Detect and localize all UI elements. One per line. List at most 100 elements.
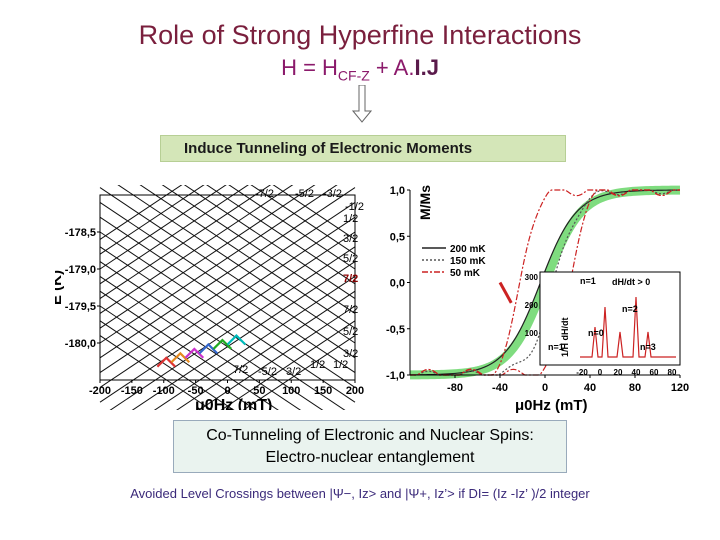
x-tick-label: -100 [153, 385, 175, 397]
right-level-label: 3/2 [343, 233, 358, 245]
level-line-down [139, 185, 356, 329]
inset-peak-label: n=3 [640, 342, 656, 352]
inset-y-tick: 300 [525, 273, 539, 282]
x-tick-label: 80 [629, 382, 641, 394]
inset-peak-label: n=1 [548, 342, 564, 352]
energy-level-lines [99, 185, 356, 410]
inset-x-tick: 20 [614, 368, 623, 377]
level-line-down [272, 185, 356, 240]
y-axis-label: E (K) [55, 270, 65, 305]
y-tick-label: -0,5 [386, 324, 405, 336]
bottom-level-label: 7/2 [233, 364, 248, 376]
banner-box [160, 135, 566, 162]
level-line-up [99, 185, 294, 314]
level-line-up [99, 185, 183, 240]
level-line-down [99, 201, 356, 374]
level-line-down [206, 185, 356, 285]
level-line-down [99, 187, 356, 359]
inset-x-tick: 80 [668, 368, 677, 377]
x-tick-label: 50 [253, 385, 265, 397]
level-line-down [99, 305, 257, 410]
level-line-down [99, 320, 235, 410]
inset-x-tick: 0 [598, 368, 603, 377]
level-line-down [228, 185, 356, 270]
inset-y-label: 1/H dH/dt [560, 317, 570, 357]
energy-axes [97, 194, 356, 383]
level-line-down [99, 231, 356, 403]
y-tick-label: 0,5 [390, 231, 405, 243]
formula-ij: I.J [414, 55, 439, 80]
anticrossing-mark [198, 342, 219, 355]
x-tick-label: 0 [542, 382, 548, 394]
x-tick-label: 120 [671, 382, 689, 394]
bottom-level-label: 1/2 [333, 359, 348, 371]
bottom-level-label: 3/2 [286, 366, 301, 378]
x-tick-label: 40 [584, 382, 596, 394]
level-line-down [250, 185, 356, 255]
formula-subscript: CF-Z [337, 67, 370, 84]
magnetization-axes [407, 189, 681, 378]
energy-level-chart: -200 -150 -100 -50 0 50 100 150 200 -178,5 -179,0 -… [55, 185, 364, 410]
level-line-down [99, 290, 279, 410]
inset-peak-label: n=2 [622, 304, 638, 314]
level-line-down [99, 246, 346, 410]
inset-frame [539, 271, 681, 366]
co-tunneling-box [173, 420, 567, 473]
inset-peak-label: n=0 [588, 328, 604, 338]
x-axis-label: μ0Hz (mT) [515, 397, 588, 414]
hamiltonian-formula: H = HCF-Z + A.I.J [0, 55, 720, 83]
energy-labels: -200 -150 -100 -50 0 50 100 150 200 -178,5 -179,0 -… [55, 188, 364, 410]
magnetization-chart: -80 -40 0 40 80 1201,00,50,0-0,5-1,0M/Msμ0Hz … [386, 185, 689, 414]
level-line-down [161, 185, 356, 314]
series-50mK-return [410, 189, 680, 376]
banner-text: Induce Tunneling of Electronic Moments [184, 140, 473, 157]
derivative-inset: dH/dt > 0 1/H dH/dt 300 200 100 -20 0 20 40 60 80 n… [525, 271, 681, 377]
top-level-label: -1/2 [345, 201, 364, 213]
anticrossing-mark [226, 334, 247, 346]
level-line-up [242, 335, 356, 410]
inset-derivative-curve [580, 296, 676, 358]
anticrossing-mark [184, 347, 205, 359]
level-line-down [99, 216, 356, 388]
x-tick-label: 0 [224, 385, 230, 397]
y-tick-label: -179,0 [65, 264, 96, 276]
anticrossing-mark [212, 338, 233, 350]
y-tick-label: -178,5 [65, 227, 96, 239]
x-tick-label: -40 [492, 382, 508, 394]
formula-h: H = H [281, 55, 338, 80]
level-line-up [99, 185, 272, 300]
level-line-down [99, 335, 213, 410]
magnetization-labels: -80 -40 0 40 80 1201,00,50,0-0,5-1,0M/Msμ0Hz … [386, 185, 689, 414]
level-line-down [117, 185, 356, 344]
co-tunneling-line-2: Electro-nuclear entanglement [265, 449, 475, 466]
y-tick-label: -1,0 [386, 370, 405, 382]
bottom-level-label: 1/2 [310, 359, 325, 371]
x-tick-label: -200 [89, 385, 111, 397]
avoided-crossing-note: Avoided Level Crossings between |Ψ−, Iz>… [130, 486, 590, 501]
x-axis-label: μ0Hz (mT) [195, 397, 272, 410]
level-line-up [99, 185, 205, 255]
y-axis-label: M/Ms [417, 185, 433, 220]
anticrossing-mark [170, 351, 191, 364]
x-tick-label: 200 [346, 385, 364, 397]
x-tick-label: 150 [314, 385, 332, 397]
top-level-label: -7/2 [255, 188, 274, 200]
down-arrow-icon [352, 85, 372, 123]
top-level-label: -3/2 [323, 188, 342, 200]
level-line-down [99, 261, 324, 410]
inset-x-tick: 60 [650, 368, 659, 377]
inset-x-tick: -20 [576, 368, 588, 377]
red-arrow-icon [498, 281, 513, 304]
level-line-down [99, 275, 302, 410]
right-level-label: 5/2 [343, 326, 358, 338]
y-tick-label: 0,0 [390, 278, 405, 290]
inset-y-tick: 200 [525, 301, 539, 310]
right-level-label: 1/2 [343, 213, 358, 225]
formula-plus: + A. [369, 55, 415, 80]
x-tick-label: 100 [282, 385, 300, 397]
x-tick-label: -80 [447, 382, 463, 394]
bottom-level-label: -5/2 [258, 366, 277, 378]
y-tick-label: -180,0 [65, 338, 96, 350]
legend-label: 150 mK [450, 256, 486, 267]
right-level-label: 5/2 [343, 253, 358, 265]
